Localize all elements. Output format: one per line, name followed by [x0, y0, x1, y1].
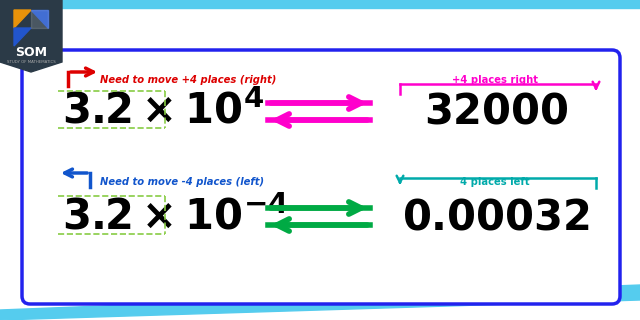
Polygon shape	[0, 0, 640, 8]
Text: $\mathbf{3.2 \times 10^{-4}}$: $\mathbf{3.2 \times 10^{-4}}$	[62, 197, 289, 239]
Text: $\mathbf{32000}$: $\mathbf{32000}$	[424, 91, 568, 133]
Text: Need to move -4 places (left): Need to move -4 places (left)	[100, 177, 264, 187]
Text: 4 places left: 4 places left	[460, 177, 530, 187]
Polygon shape	[14, 10, 31, 28]
Polygon shape	[31, 10, 48, 28]
Text: Need to move +4 places (right): Need to move +4 places (right)	[100, 75, 276, 85]
Text: SOM: SOM	[15, 45, 47, 59]
FancyBboxPatch shape	[22, 50, 620, 304]
Polygon shape	[31, 10, 48, 28]
Text: STUDY OF MATHEMATICS: STUDY OF MATHEMATICS	[6, 60, 56, 64]
Text: +4 places right: +4 places right	[452, 75, 538, 85]
Polygon shape	[0, 285, 640, 320]
Text: $\mathbf{3.2 \times 10^{4}}$: $\mathbf{3.2 \times 10^{4}}$	[62, 91, 264, 133]
Polygon shape	[14, 28, 31, 46]
Text: $\mathbf{0.00032}$: $\mathbf{0.00032}$	[402, 197, 590, 239]
Polygon shape	[0, 0, 62, 72]
